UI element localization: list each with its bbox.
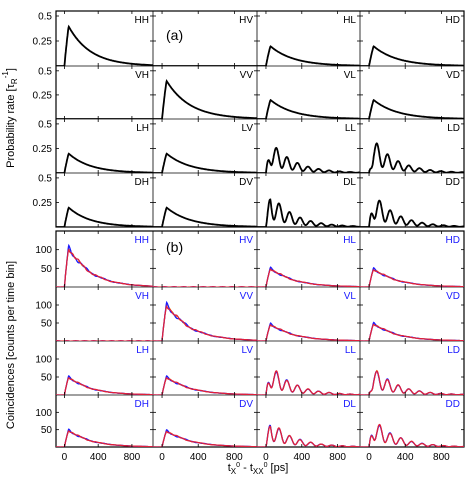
- subplot-label: LD: [447, 123, 460, 134]
- subplot-label: VD: [446, 70, 460, 81]
- xtick-label: 800: [124, 452, 141, 463]
- series-line: [257, 45, 360, 66]
- subplot-label: DV: [239, 177, 253, 188]
- series-line-model: [153, 430, 257, 447]
- xtick-label: 0: [263, 452, 269, 463]
- panel-frame: [55, 230, 465, 448]
- ytick-label: 0.25: [33, 144, 53, 155]
- ytick-label: 0.5: [38, 173, 52, 184]
- series-line: [257, 146, 360, 173]
- subplot-label: DH: [135, 399, 149, 410]
- series-line: [56, 152, 153, 173]
- series-line: [153, 152, 257, 173]
- series-line-model: [360, 268, 464, 287]
- ytick-label: 100: [35, 355, 52, 366]
- series-line: [56, 24, 153, 66]
- subplot-label: VV: [240, 70, 254, 81]
- subplot-label: LH: [136, 123, 149, 134]
- series-line-model: [257, 268, 360, 287]
- subplot-label: LL: [345, 123, 357, 134]
- ytick-label: 0.25: [33, 198, 53, 209]
- ytick-label: 50: [41, 425, 53, 436]
- series-line-model: [257, 324, 360, 341]
- subplot-label: DD: [446, 177, 460, 188]
- subplot-label: DD: [446, 399, 460, 410]
- subplot-label: HD: [446, 235, 460, 246]
- ytick-label: 0.25: [33, 37, 53, 48]
- series-line: [360, 199, 464, 227]
- subplot-label: DL: [343, 399, 356, 410]
- subplot-label: VL: [344, 70, 357, 81]
- ytick-label: 100: [35, 245, 52, 256]
- ytick-label: 100: [35, 408, 52, 419]
- xtick-label: 400: [397, 452, 414, 463]
- panel-b-grid: HH 100 50 HV HL HD VH 100 50 VV VL VD LH 100 50 LV LL LD D…: [35, 230, 465, 463]
- series-line-model: [56, 376, 153, 395]
- panel-a-tag: (a): [166, 27, 183, 43]
- series-line-model: [360, 370, 464, 395]
- ylabel-top: Probability rate [τR-1]: [1, 68, 19, 168]
- xtick-label: 0: [366, 452, 372, 463]
- series-line: [56, 206, 153, 227]
- subplot-label: LH: [136, 345, 149, 356]
- series-line: [360, 142, 464, 173]
- ytick-label: 50: [41, 264, 53, 275]
- series-line: [360, 98, 464, 119]
- subplot-label: LV: [242, 123, 254, 134]
- series-line: [153, 79, 257, 119]
- subplot-label: VH: [135, 70, 149, 81]
- series-line: [153, 206, 257, 227]
- xtick-label: 0: [62, 452, 68, 463]
- subplot-label: LD: [447, 345, 460, 356]
- subplot-label: HD: [446, 15, 460, 26]
- series-line-model: [257, 370, 360, 395]
- ytick-label: 0.5: [38, 119, 52, 130]
- xtick-label: 400: [293, 452, 310, 463]
- series-line-measured: [153, 300, 257, 341]
- subplot-label: VL: [344, 291, 357, 302]
- subplot-label: DV: [239, 399, 253, 410]
- subplot-label: HH: [135, 235, 149, 246]
- subplot-label: HV: [239, 235, 253, 246]
- series-line-measured: [56, 243, 153, 287]
- xtick-label: 0: [159, 452, 165, 463]
- subplot-label: HL: [343, 15, 356, 26]
- subplot-label: HV: [239, 15, 253, 26]
- ytick-label: 0.5: [38, 12, 52, 23]
- series-line-model: [56, 248, 153, 287]
- ylabel-bottom: Coincidences [counts per time bin]: [5, 261, 17, 429]
- series-line: [360, 45, 464, 66]
- subplot-label: LV: [242, 345, 254, 356]
- series-line-model: [360, 323, 464, 341]
- subplot-label: HL: [343, 235, 356, 246]
- series-line-model: [153, 376, 257, 395]
- ytick-label: 100: [35, 301, 52, 312]
- ytick-label: 50: [41, 373, 53, 384]
- series-line-model: [360, 423, 464, 447]
- xlabel: tX0 - tXX0 [ps]: [228, 462, 289, 476]
- panel-a-grid: HH 0.5 0.25 HV HL HD VH 0.5 0.25 VV VL VD LH 0.5 0.25 L…: [33, 10, 465, 228]
- xtick-label: 400: [190, 452, 207, 463]
- xtick-label: 800: [226, 452, 243, 463]
- xtick-label: 400: [90, 452, 107, 463]
- xtick-label: 800: [433, 452, 450, 463]
- panel-b-tag: (b): [166, 239, 183, 255]
- ytick-label: 0.25: [33, 90, 53, 101]
- ytick-label: 0.5: [38, 66, 52, 77]
- series-line-model: [56, 430, 153, 447]
- ytick-label: 50: [41, 319, 53, 330]
- subplot-label: LL: [345, 345, 357, 356]
- series-line: [257, 198, 360, 227]
- series-line-model: [257, 425, 360, 447]
- series-line: [257, 98, 360, 119]
- subplot-label: VH: [135, 291, 149, 302]
- xtick-label: 800: [329, 452, 346, 463]
- subplot-label: VV: [240, 291, 254, 302]
- subplot-label: DL: [343, 177, 356, 188]
- series-line-model: [153, 305, 257, 341]
- subplot-label: VD: [446, 291, 460, 302]
- subplot-label: HH: [135, 15, 149, 26]
- subplot-label: DH: [135, 177, 149, 188]
